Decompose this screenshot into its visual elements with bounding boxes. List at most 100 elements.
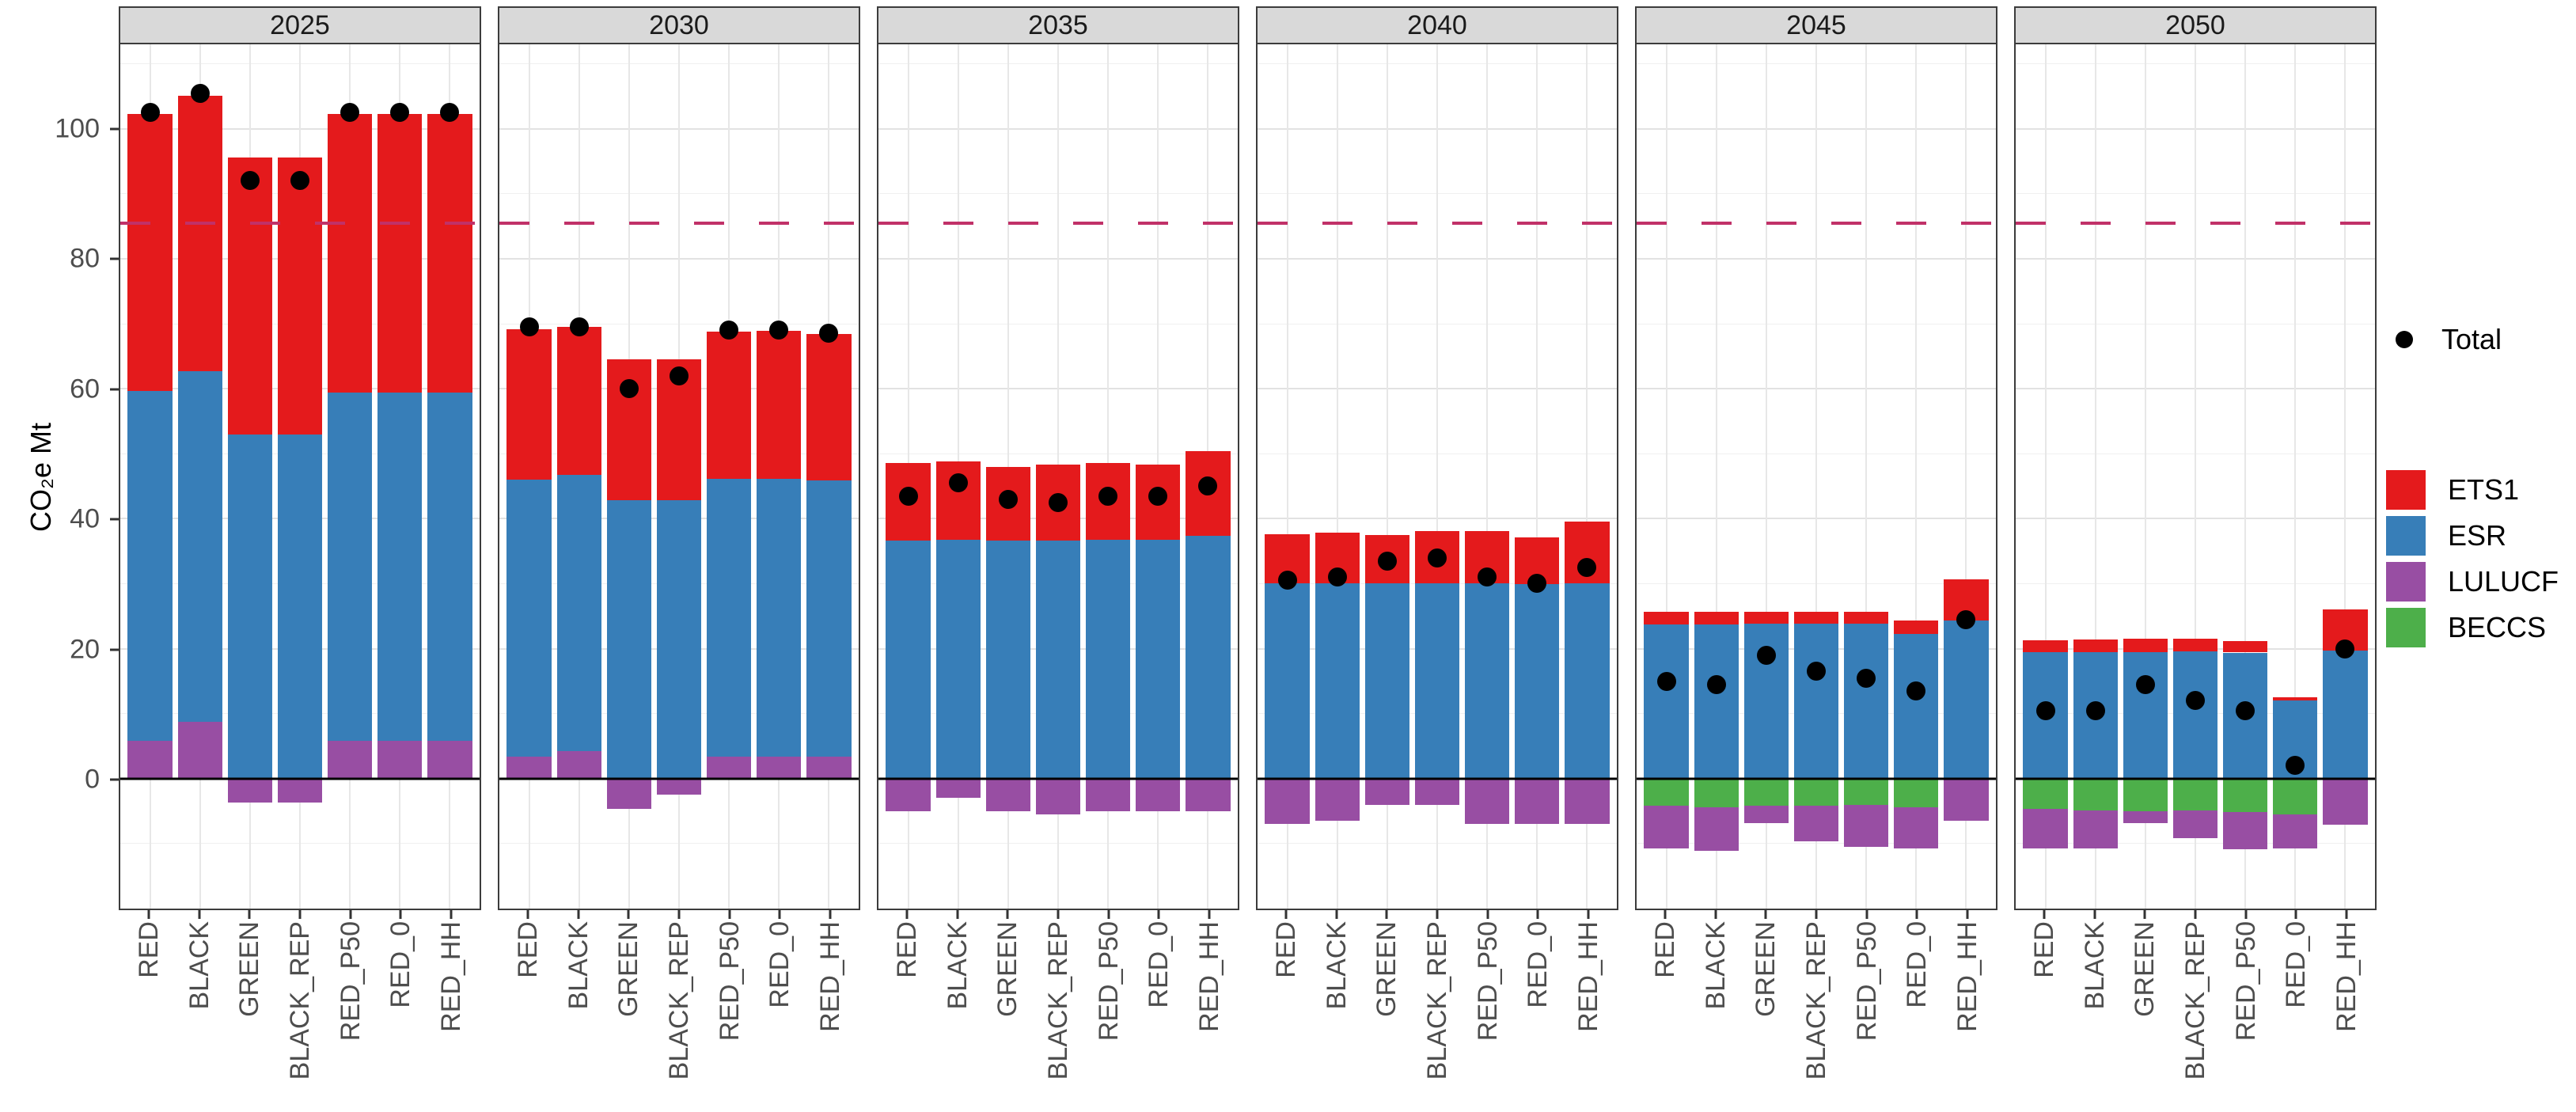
bar-segment-esr (1464, 583, 1510, 779)
y-axis-tick-label: 100 (55, 113, 100, 144)
bar-segment-ets1 (2123, 639, 2168, 652)
bar-segment-esr (427, 393, 472, 742)
x-axis-label-black: BLACK (563, 921, 594, 1010)
vertical-gridline (1965, 44, 1967, 909)
y-axis-tick-label: 40 (70, 503, 100, 534)
bar-segment-esr (1185, 535, 1231, 779)
facet-strip-label: 2035 (1028, 9, 1088, 40)
bar-segment-lulucf (177, 722, 223, 779)
x-axis-tick-mark (2345, 910, 2348, 919)
x-axis-tick-mark (1587, 910, 1590, 919)
x-axis-label-red_hh: RED_HH (1952, 921, 1982, 1032)
total-dot (1577, 557, 1597, 577)
vertical-gridline (2044, 44, 2047, 909)
reference-dashed-line (878, 221, 1238, 225)
vertical-gridline (1815, 44, 1817, 909)
x-axis-label-red: RED (892, 921, 923, 978)
vertical-gridline (1536, 44, 1538, 909)
x-axis-label-black: BLACK (2079, 921, 2110, 1010)
bar-segment-esr (1315, 583, 1360, 779)
plot-area (498, 44, 860, 910)
bar-segment-lulucf (427, 741, 472, 779)
plot-area (877, 44, 1239, 910)
x-axis-label-black_rep: BLACK_REP (2180, 921, 2210, 1080)
x-axis-label-black_rep: BLACK_REP (664, 921, 694, 1080)
total-dot (1198, 476, 1218, 496)
bar-segment-lulucf (1564, 778, 1610, 825)
x-axis-tick-mark (399, 910, 402, 919)
y-axis-tick-mark (110, 257, 119, 260)
bar-segment-beccs (1743, 778, 1789, 806)
bar-segment-esr (606, 499, 652, 779)
vertical-gridline (2294, 44, 2297, 909)
bar-segment-lulucf (2272, 814, 2318, 849)
bar-segment-ets1 (556, 327, 602, 476)
y-axis-tick-label: 80 (70, 243, 100, 274)
x-axis-labels: RED BLACK GREEN BLACK_REP RED_P50 RED_0 RED_HH (1256, 910, 1618, 1108)
x-axis-labels: RED BLACK GREEN BLACK_REP RED_P50 RED_0 RED_HH (2014, 910, 2377, 1108)
y-axis: 100 80 60 40 20 0 (0, 44, 119, 910)
total-dot-icon (2396, 331, 2413, 348)
bar-segment-ets1 (377, 113, 423, 393)
facet-panel-2025: 2025 RED BLACK GREEN BLACK_REP RED_P50 RED_0 RE… (119, 6, 481, 1108)
zero-line (2016, 777, 2375, 780)
x-axis-tick-mark (677, 910, 681, 919)
bar-segment-lulucf (985, 778, 1031, 811)
x-axis-ticks (1635, 910, 1997, 920)
total-dot (240, 171, 260, 191)
x-axis-label-black_rep: BLACK_REP (1422, 921, 1452, 1080)
x-axis-label-green: GREEN (613, 921, 644, 1017)
x-axis-tick-mark (1486, 910, 1489, 919)
x-axis-label-red_p50: RED_P50 (714, 921, 745, 1042)
bar-segment-beccs (2073, 778, 2119, 810)
total-dot (1098, 486, 1118, 506)
total-dot (1049, 492, 1068, 512)
bar-segment-esr (556, 475, 602, 752)
x-axis-label-red: RED (134, 921, 165, 978)
x-axis-label-green: GREEN (1751, 921, 1781, 1017)
bar-segment-lulucf (1793, 806, 1839, 841)
bar-segment-lulucf (1464, 778, 1510, 825)
bar-segment-esr (886, 541, 931, 779)
bar-segment-esr (935, 539, 981, 779)
y-axis-tick-label: 60 (70, 374, 100, 404)
x-axis-label-red_hh: RED_HH (1573, 921, 1603, 1032)
total-dot (2286, 756, 2305, 776)
facet-strip-label: 2025 (270, 9, 330, 40)
bar-segment-esr (756, 479, 802, 757)
bar-segment-ets1 (1893, 621, 1939, 634)
bar-segment-lulucf (227, 778, 273, 803)
bar-segment-esr (1843, 624, 1889, 779)
x-axis-tick-mark (1006, 910, 1009, 919)
bar-segment-esr (506, 480, 552, 757)
total-dot (1857, 668, 1876, 688)
bar-segment-esr (656, 499, 702, 779)
vertical-gridline (1665, 44, 1667, 909)
total-dot (1656, 671, 1676, 691)
x-axis-tick-mark (450, 910, 453, 919)
bar-segment-lulucf (1035, 778, 1081, 814)
bar-segment-lulucf (606, 778, 652, 810)
x-axis-tick-mark (147, 910, 150, 919)
vertical-gridline (1865, 44, 1868, 909)
x-axis-labels: RED BLACK GREEN BLACK_REP RED_P50 RED_0 RED_HH (119, 910, 481, 1108)
x-axis-tick-mark (2244, 910, 2248, 919)
legend-label: ESR (2448, 519, 2507, 552)
legend-swatch-lulucf-icon (2386, 562, 2426, 602)
bar-segment-beccs (1843, 778, 1889, 806)
x-axis-label-red_p50: RED_P50 (1093, 921, 1124, 1042)
x-axis-labels: RED BLACK GREEN BLACK_REP RED_P50 RED_0 RED_HH (877, 910, 1239, 1108)
x-axis-label-red_p50: RED_P50 (2230, 921, 2261, 1042)
vertical-gridline (1715, 44, 1717, 909)
bar-segment-ets1 (327, 113, 373, 393)
x-axis-tick-mark (1664, 910, 1667, 919)
plot-area (2014, 44, 2377, 910)
facet-strip: 2040 (1256, 6, 1618, 44)
bar-segment-lulucf (1265, 778, 1311, 825)
total-dot (1527, 574, 1547, 594)
x-axis-label-red_hh: RED_HH (814, 921, 845, 1032)
bar-segment-beccs (1793, 778, 1839, 806)
x-axis-tick-mark (577, 910, 580, 919)
bar-segment-lulucf (2023, 808, 2069, 849)
total-dot (1428, 548, 1447, 567)
